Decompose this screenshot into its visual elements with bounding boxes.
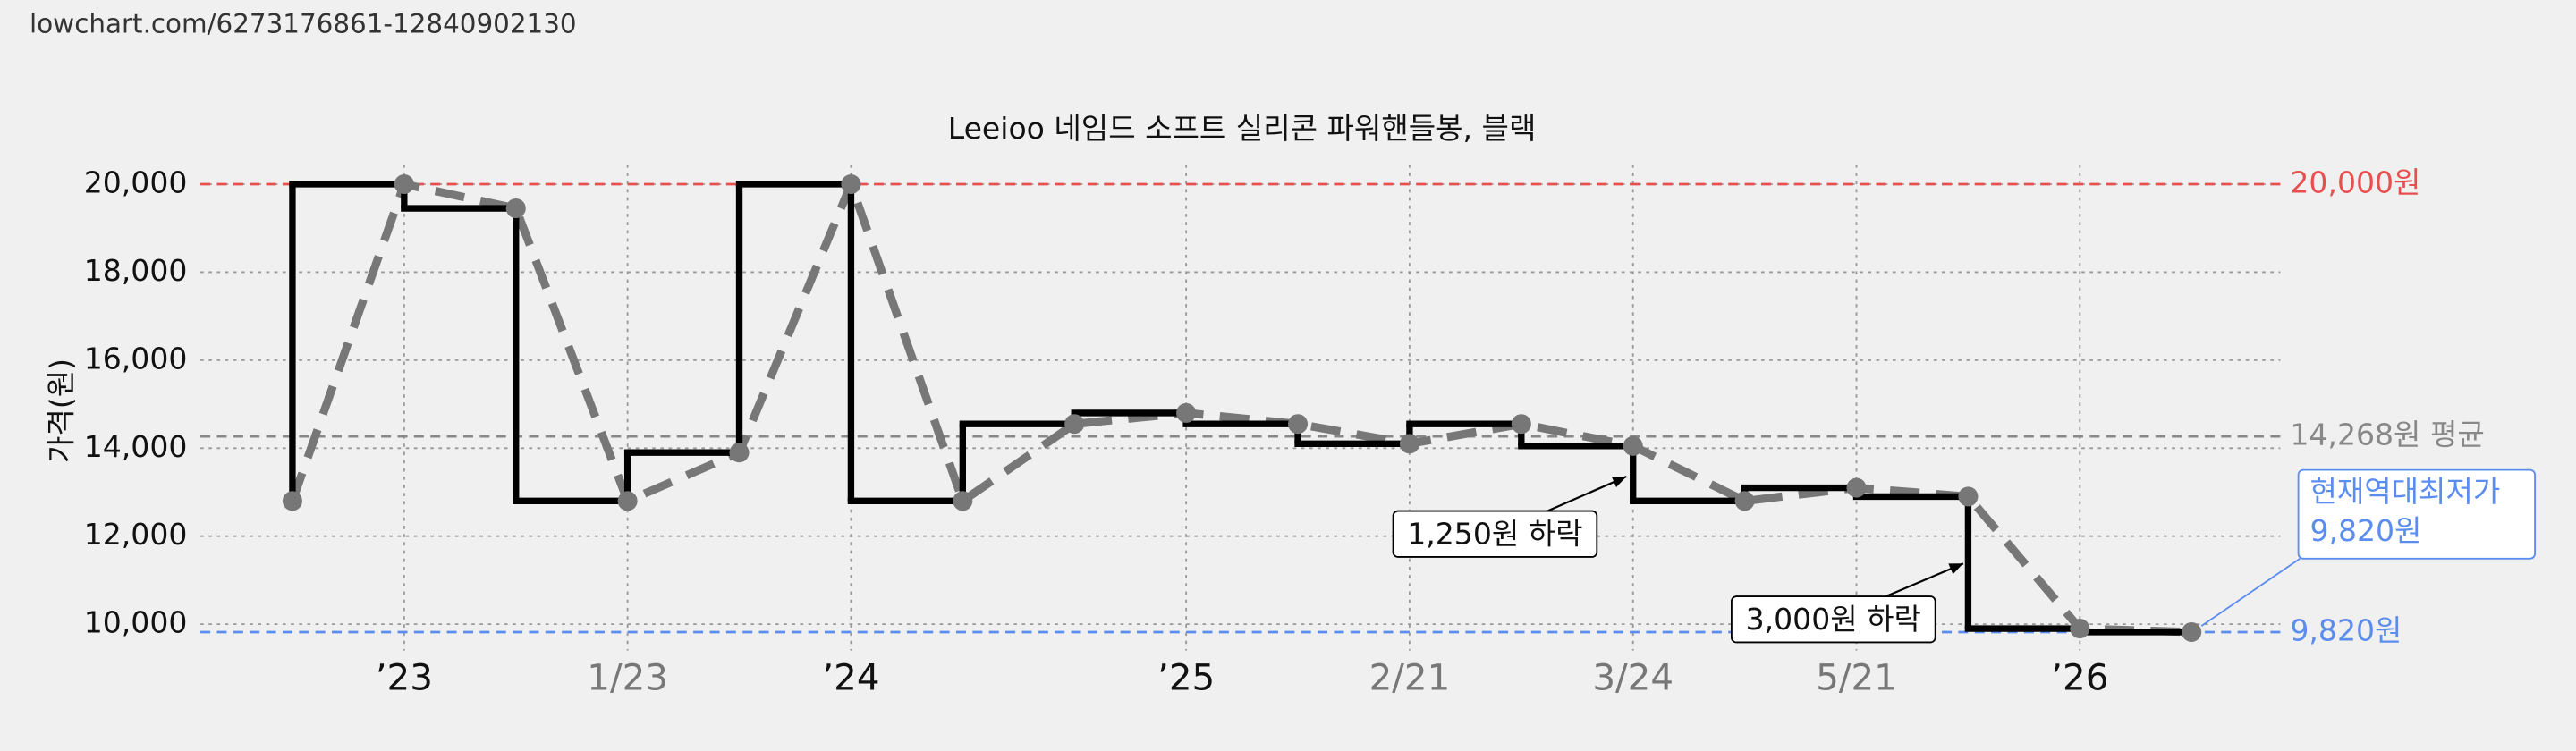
annotation-arrow — [1885, 562, 1964, 598]
annotation-arrow — [1546, 475, 1627, 512]
annotation-arrowhead — [1948, 563, 1963, 575]
callout-text: 9,820원 — [2309, 513, 2421, 548]
point — [1288, 414, 1309, 435]
point — [841, 173, 861, 195]
x-tick-label: ’24 — [822, 656, 879, 699]
y-tick-label: 20,000 — [84, 165, 188, 200]
point — [953, 491, 973, 511]
point — [1176, 402, 1197, 423]
x-tick-label: 5/21 — [1816, 656, 1897, 699]
annotation-text: 1,250원 하락 — [1407, 517, 1582, 552]
y-axis-label: 가격(원) — [43, 359, 78, 463]
point — [1511, 414, 1531, 435]
annotation-box — [1392, 510, 1598, 558]
point — [1734, 491, 1755, 511]
annotation-box — [1731, 595, 1936, 644]
reference-label: 14,268원 평균 — [2290, 418, 2484, 452]
reference-label: 20,000원 — [2290, 165, 2420, 200]
point — [2182, 621, 2202, 643]
annotation-arrowhead — [1611, 476, 1627, 487]
x-tick-label: ’25 — [1157, 656, 1215, 699]
annotation-text: 3,000원 하락 — [1746, 602, 1921, 637]
x-tick-label: 2/21 — [1369, 656, 1451, 699]
point — [394, 173, 414, 195]
callout-arrow — [2200, 558, 2301, 627]
point — [1623, 435, 1643, 456]
point — [1846, 477, 1867, 498]
point — [617, 491, 638, 511]
y-tick-label: 16,000 — [84, 341, 188, 376]
reference-label: 9,820원 — [2290, 612, 2402, 647]
point — [282, 491, 302, 511]
x-tick-label: ’23 — [376, 656, 433, 699]
x-tick-label: 3/24 — [1592, 656, 1674, 699]
point — [505, 198, 526, 219]
point — [2070, 619, 2090, 639]
y-tick-label: 12,000 — [84, 517, 188, 552]
x-tick-label: ’26 — [2051, 656, 2108, 699]
point — [1958, 486, 1979, 507]
point — [729, 443, 750, 463]
point — [1064, 414, 1085, 435]
y-tick-label: 14,000 — [84, 429, 188, 464]
trend-line — [288, 173, 2192, 637]
x-tick-label: 1/23 — [587, 656, 668, 699]
callout-text: 현재역대최저가 — [2309, 474, 2500, 509]
chart-title: Leeioo 네임드 소프트 실리콘 파워핸들봉, 블랙 — [948, 111, 1537, 146]
y-tick-label: 10,000 — [84, 605, 188, 640]
callout-box — [2297, 468, 2536, 560]
point — [1399, 434, 1419, 454]
y-tick-label: 18,000 — [84, 253, 188, 288]
url: lowchart.com/6273176861-12840902130 — [30, 8, 577, 38]
